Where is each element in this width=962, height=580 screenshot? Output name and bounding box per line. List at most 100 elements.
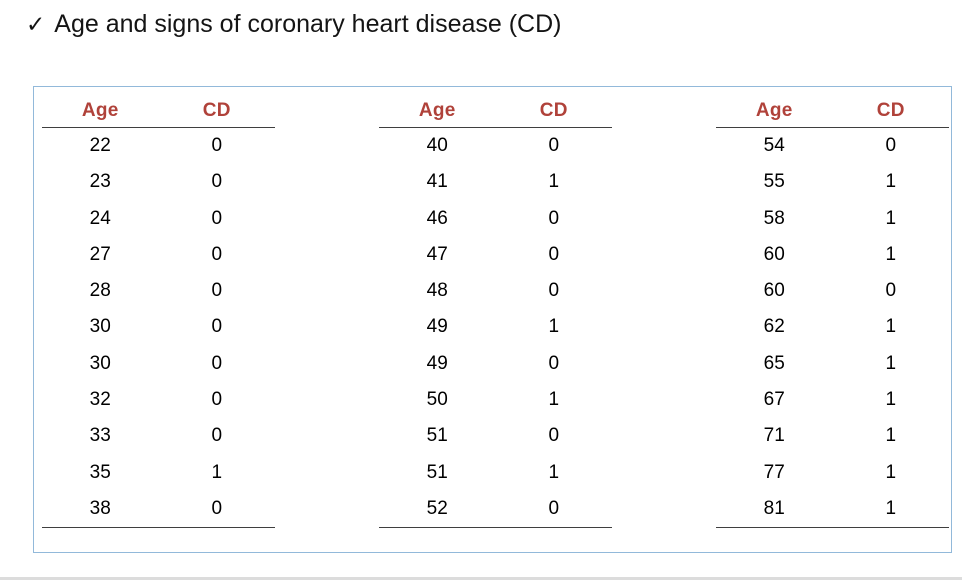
age-cell: 35: [89, 461, 111, 483]
cd-cell: 0: [211, 135, 223, 157]
cd-cell: 0: [211, 280, 223, 302]
age-cell: 67: [763, 388, 785, 410]
age-cell: 32: [89, 388, 111, 410]
cd-cell: 0: [548, 280, 560, 302]
table-row: 51 0: [379, 418, 612, 454]
table-row: 38 0: [42, 491, 275, 527]
table-row: 46 0: [379, 201, 612, 237]
age-column-header: Age: [755, 100, 793, 121]
table-row: 22 0: [42, 128, 275, 164]
table-body: 22 0 23 0 24 0 27 0 28 0 30 0 30 0 32 0 33 0 35 1 38 0: [42, 128, 275, 528]
table-row: 40 0: [379, 128, 612, 164]
age-cell: 58: [763, 207, 785, 229]
cd-cell: 1: [885, 461, 897, 483]
table-row: 77 1: [716, 454, 949, 490]
cd-cell: 0: [211, 171, 223, 193]
table-row: 30 0: [42, 309, 275, 345]
cd-cell: 1: [885, 425, 897, 447]
slide-bottom-edge: [0, 577, 962, 580]
cd-cell: 0: [548, 243, 560, 265]
age-cell: 55: [763, 171, 785, 193]
table-row: 60 1: [716, 237, 949, 273]
cd-cell: 0: [885, 135, 897, 157]
table-row: 30 0: [42, 346, 275, 382]
cd-cell: 0: [548, 352, 560, 374]
cd-cell: 1: [885, 497, 897, 519]
cd-cell: 0: [548, 497, 560, 519]
table-row: 27 0: [42, 237, 275, 273]
age-cell: 30: [89, 316, 111, 338]
table-row: 33 0: [42, 418, 275, 454]
cd-cell: 0: [211, 425, 223, 447]
cd-cell: 1: [885, 388, 897, 410]
table-row: 49 0: [379, 346, 612, 382]
table-row: 49 1: [379, 309, 612, 345]
age-cell: 62: [763, 316, 785, 338]
cd-cell: 0: [211, 207, 223, 229]
age-cell: 22: [89, 135, 111, 157]
cd-cell: 0: [548, 207, 560, 229]
cd-cell: 1: [885, 316, 897, 338]
age-cell: 41: [426, 171, 448, 193]
age-cell: 27: [89, 243, 111, 265]
table-row: 54 0: [716, 128, 949, 164]
table-row: 23 0: [42, 164, 275, 200]
cd-cell: 0: [548, 425, 560, 447]
table-row: 67 1: [716, 382, 949, 418]
table-row: 48 0: [379, 273, 612, 309]
age-cell: 48: [426, 280, 448, 302]
age-cell: 28: [89, 280, 111, 302]
table-row: 24 0: [42, 201, 275, 237]
header-row: Age CD: [379, 95, 612, 128]
age-cell: 49: [426, 352, 448, 374]
table-row: 65 1: [716, 346, 949, 382]
table-group: Age CD 54 0 55 1 58 1 60 1 60 0 62 1 65 1 67 1 71 1 77 1 81 1: [716, 95, 949, 528]
table-row: 35 1: [42, 454, 275, 490]
age-cell: 23: [89, 171, 111, 193]
cd-cell: 1: [885, 207, 897, 229]
age-column-header: Age: [418, 100, 456, 121]
cd-column-header: CD: [539, 100, 568, 121]
table-row: 32 0: [42, 382, 275, 418]
table-row: 41 1: [379, 164, 612, 200]
age-cell: 33: [89, 425, 111, 447]
age-cell: 49: [426, 316, 448, 338]
age-cell: 47: [426, 243, 448, 265]
age-cell: 51: [426, 461, 448, 483]
age-cell: 77: [763, 461, 785, 483]
cd-cell: 0: [548, 135, 560, 157]
table-row: 60 0: [716, 273, 949, 309]
table-group: Age CD 22 0 23 0 24 0 27 0 28 0 30 0 30 0 32 0 33 0 35 1 38 0: [42, 95, 275, 528]
table-row: 55 1: [716, 164, 949, 200]
header-row: Age CD: [716, 95, 949, 128]
age-cell: 50: [426, 388, 448, 410]
cd-cell: 0: [885, 280, 897, 302]
age-cell: 60: [763, 280, 785, 302]
cd-cell: 1: [885, 243, 897, 265]
header-row: Age CD: [42, 95, 275, 128]
cd-cell: 1: [548, 388, 560, 410]
table-row: 62 1: [716, 309, 949, 345]
table-row: 71 1: [716, 418, 949, 454]
cd-cell: 1: [885, 171, 897, 193]
table-row: 81 1: [716, 491, 949, 527]
age-column-header: Age: [81, 100, 119, 121]
table-row: 51 1: [379, 454, 612, 490]
age-cell: 54: [763, 135, 785, 157]
table-body: 40 0 41 1 46 0 47 0 48 0 49 1 49 0 50 1 51 0 51 1 52 0: [379, 128, 612, 528]
cd-cell: 1: [548, 461, 560, 483]
cd-cell: 0: [211, 388, 223, 410]
age-cell: 30: [89, 352, 111, 374]
title-text: Age and signs of coronary heart disease …: [54, 10, 562, 38]
table-row: 28 0: [42, 273, 275, 309]
cd-cell: 0: [211, 352, 223, 374]
cd-column-header: CD: [876, 100, 905, 121]
cd-cell: 0: [211, 316, 223, 338]
table-row: 58 1: [716, 201, 949, 237]
table-row: 50 1: [379, 382, 612, 418]
table-row: 47 0: [379, 237, 612, 273]
cd-cell: 1: [211, 461, 223, 483]
cd-cell: 1: [548, 316, 560, 338]
age-cell: 52: [426, 497, 448, 519]
table-group: Age CD 40 0 41 1 46 0 47 0 48 0 49 1 49 0 50 1 51 0 51 1 52 0: [379, 95, 612, 528]
